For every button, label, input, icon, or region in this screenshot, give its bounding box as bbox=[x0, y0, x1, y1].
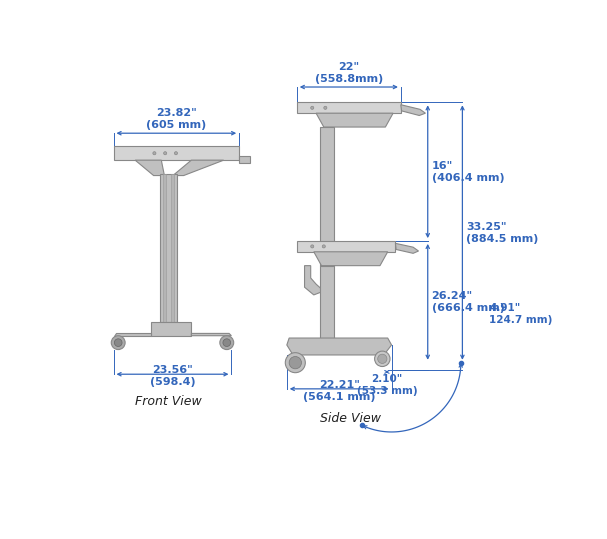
Text: 2.10"
(53.3 mm): 2.10" (53.3 mm) bbox=[357, 374, 417, 396]
Polygon shape bbox=[395, 243, 418, 253]
Circle shape bbox=[153, 151, 156, 155]
Circle shape bbox=[285, 353, 305, 372]
Bar bbox=[151, 322, 191, 336]
Text: 33.25"
(884.5 mm): 33.25" (884.5 mm) bbox=[466, 222, 538, 244]
Circle shape bbox=[289, 356, 302, 369]
Bar bbox=[239, 156, 250, 163]
Bar bbox=[297, 102, 401, 113]
Circle shape bbox=[311, 106, 314, 109]
Circle shape bbox=[220, 336, 234, 350]
Circle shape bbox=[174, 151, 177, 155]
Circle shape bbox=[114, 339, 122, 347]
Circle shape bbox=[378, 354, 387, 363]
Bar bbox=[163, 174, 166, 322]
Polygon shape bbox=[316, 113, 393, 127]
Polygon shape bbox=[287, 338, 392, 355]
Text: 23.56"
(598.4): 23.56" (598.4) bbox=[150, 364, 195, 386]
Polygon shape bbox=[114, 334, 151, 336]
Circle shape bbox=[223, 339, 231, 347]
Bar bbox=[114, 146, 239, 160]
Bar bbox=[297, 241, 395, 252]
Circle shape bbox=[311, 245, 314, 248]
Circle shape bbox=[322, 245, 325, 248]
Polygon shape bbox=[173, 160, 224, 176]
Bar bbox=[320, 127, 334, 266]
Circle shape bbox=[164, 151, 167, 155]
Text: 22"
(558.8mm): 22" (558.8mm) bbox=[314, 62, 383, 84]
Polygon shape bbox=[401, 105, 426, 115]
Circle shape bbox=[375, 351, 390, 367]
Text: Side View: Side View bbox=[320, 412, 381, 425]
Polygon shape bbox=[191, 334, 231, 336]
Text: Front View: Front View bbox=[135, 395, 202, 408]
Text: 26.24"
(666.4 mm): 26.24" (666.4 mm) bbox=[432, 291, 504, 313]
Circle shape bbox=[111, 336, 125, 350]
Polygon shape bbox=[305, 266, 324, 295]
Bar bbox=[160, 174, 177, 322]
Polygon shape bbox=[135, 160, 164, 176]
Text: 22.21"
(564.1 mm): 22.21" (564.1 mm) bbox=[303, 380, 376, 402]
Text: 23.82"
(605 mm): 23.82" (605 mm) bbox=[146, 108, 206, 130]
Bar bbox=[320, 266, 334, 349]
Text: 16"
(406.4 mm): 16" (406.4 mm) bbox=[432, 161, 504, 183]
Circle shape bbox=[324, 106, 327, 109]
Text: 4.91"
124.7 mm): 4.91" 124.7 mm) bbox=[489, 303, 553, 325]
Polygon shape bbox=[314, 252, 388, 266]
Bar bbox=[171, 174, 174, 322]
